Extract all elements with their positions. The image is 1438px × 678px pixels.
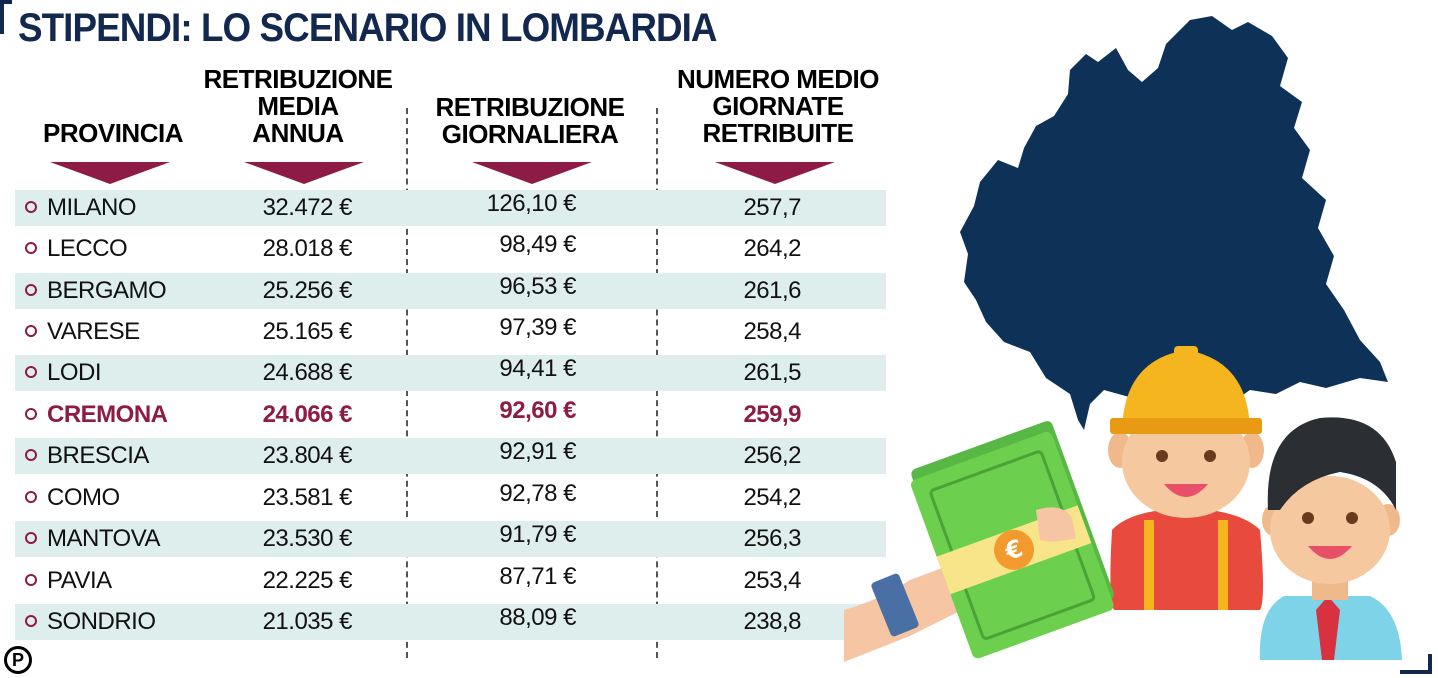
table-row: MILANO 32.472 € 126,10 € 257,7 [15, 190, 886, 226]
header-arrow-icon [50, 162, 170, 184]
header-retribuzione-giornaliera: RETRIBUZIONE GIORNALIERA [430, 94, 630, 148]
cell-giornate: 238,8 [743, 608, 801, 635]
cell-giornaliera: 91,79 € [499, 521, 576, 548]
cell-provincia: CREMONA [47, 401, 168, 428]
bullet-icon [25, 284, 37, 296]
cell-giornate: 253,4 [743, 567, 801, 594]
cell-giornate: 257,7 [743, 194, 801, 221]
cell-giornate: 256,3 [743, 525, 801, 552]
corner-bracket-bottom-right [1400, 654, 1432, 674]
header-provincia-line: PROVINCIA [43, 118, 183, 148]
cell-annua: 25.256 € [262, 277, 353, 304]
cell-giornaliera: 92,78 € [499, 480, 576, 507]
header-line: RETRIBUZIONE [203, 64, 394, 94]
cell-giornate: 256,2 [743, 442, 801, 469]
header-line: MEDIA [257, 91, 339, 121]
cell-annua: 28.018 € [262, 235, 353, 262]
cell-annua: 21.035 € [262, 608, 353, 635]
cell-giornate: 261,5 [743, 359, 801, 386]
bullet-icon [25, 201, 37, 213]
cell-giornaliera: 97,39 € [499, 314, 576, 341]
cell-provincia: BRESCIA [47, 442, 149, 469]
bullet-icon [25, 242, 37, 254]
table-row: LODI 24.688 € 94,41 € 261,5 [15, 355, 886, 391]
cell-provincia: VARESE [47, 318, 140, 345]
header-arrow-icon [472, 162, 592, 184]
cell-annua: 23.530 € [262, 525, 353, 552]
header-line: ANNUA [252, 118, 344, 148]
cell-annua: 22.225 € [262, 567, 353, 594]
cell-provincia: LECCO [47, 235, 128, 262]
cell-provincia: LODI [47, 359, 102, 386]
publisher-logo: P [4, 646, 32, 674]
cell-giornate: 259,9 [743, 401, 801, 428]
header-line: RETRIBUZIONE [435, 92, 626, 122]
table-row: LECCO 28.018 € 98,49 € 264,2 [15, 231, 886, 267]
table-row-highlighted: CREMONA 24.066 € 92,60 € 259,9 [15, 397, 886, 433]
table-row: VARESE 25.165 € 97,39 € 258,4 [15, 314, 886, 350]
cell-giornaliera: 126,10 € [486, 190, 577, 217]
table-row: BRESCIA 23.804 € 92,91 € 256,2 [15, 438, 886, 474]
page-title: STIPENDI: LO SCENARIO IN LOMBARDIA [18, 6, 718, 50]
header-retribuzione-media-annua: RETRIBUZIONE MEDIA ANNUA [200, 66, 396, 147]
cell-annua: 24.688 € [262, 359, 353, 386]
cell-giornaliera: 92,91 € [499, 438, 576, 465]
header-provincia: PROVINCIA [40, 120, 186, 147]
hand-money-euro-icon: € [844, 421, 1114, 662]
table-row: MANTOVA 23.530 € 91,79 € 256,3 [15, 521, 886, 557]
bullet-icon [25, 615, 37, 627]
corner-bracket-top-left [0, 0, 12, 34]
cell-giornate: 254,2 [743, 484, 801, 511]
header-arrow-icon [244, 162, 364, 184]
cell-provincia: COMO [47, 484, 120, 511]
cell-provincia: MANTOVA [47, 525, 160, 552]
cell-provincia: BERGAMO [47, 277, 167, 304]
cell-provincia: MILANO [47, 194, 137, 221]
cell-annua: 23.581 € [262, 484, 353, 511]
bullet-icon [25, 491, 37, 503]
bullet-icon [25, 574, 37, 586]
header-line: GIORNATE [712, 91, 844, 121]
header-numero-medio-giornate: NUMERO MEDIO GIORNATE RETRIBUITE [664, 66, 892, 147]
table-row: COMO 23.581 € 92,78 € 254,2 [15, 480, 886, 516]
cell-annua: 32.472 € [262, 194, 353, 221]
bullet-icon [25, 325, 37, 337]
cell-giornaliera: 98,49 € [499, 231, 576, 258]
cell-giornaliera: 94,41 € [499, 355, 576, 382]
cell-annua: 24.066 € [262, 401, 353, 428]
bullet-icon [25, 366, 37, 378]
cell-annua: 23.804 € [262, 442, 353, 469]
worker-hardhat-icon [1108, 346, 1264, 610]
cell-provincia: PAVIA [47, 567, 112, 594]
cell-giornaliera: 96,53 € [499, 273, 576, 300]
bullet-icon [25, 449, 37, 461]
table-row: SONDRIO 21.035 € 88,09 € 238,8 [15, 604, 886, 640]
cell-giornaliera: 88,09 € [499, 604, 576, 631]
cell-giornaliera: 87,71 € [499, 563, 576, 590]
businessman-icon [1259, 417, 1402, 660]
lombardia-map-icon [960, 16, 1388, 430]
cell-provincia: SONDRIO [47, 608, 156, 635]
cell-giornate: 264,2 [743, 235, 801, 262]
table-row: PAVIA 22.225 € 87,71 € 253,4 [15, 563, 886, 599]
bullet-icon [25, 408, 37, 420]
cell-giornate: 258,4 [743, 318, 801, 345]
header-line: NUMERO MEDIO [677, 64, 880, 94]
illustration: € [844, 16, 1402, 662]
cell-annua: 25.165 € [262, 318, 353, 345]
table-row: BERGAMO 25.256 € 96,53 € 261,6 [15, 273, 886, 309]
header-line: RETRIBUITE [702, 118, 855, 148]
bullet-icon [25, 532, 37, 544]
header-line: GIORNALIERA [441, 119, 619, 149]
header-arrow-icon [715, 162, 835, 184]
cell-giornate: 261,6 [743, 277, 801, 304]
cell-giornaliera: 92,60 € [499, 397, 576, 424]
